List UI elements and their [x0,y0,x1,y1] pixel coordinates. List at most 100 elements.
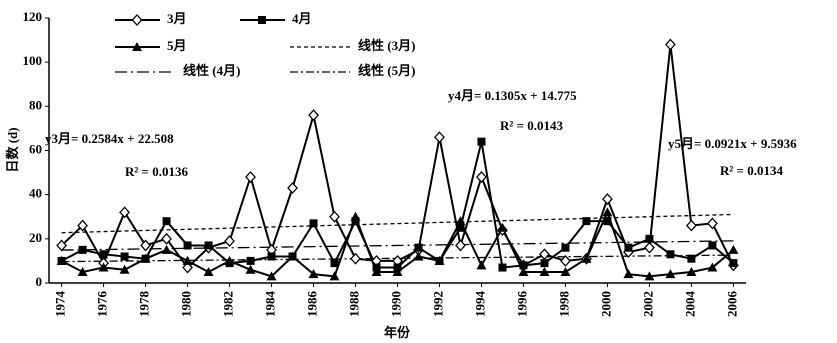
annotation: R² = 0.0136 [125,164,188,179]
marker [519,261,528,270]
marker [539,266,550,276]
legend-marker [132,42,142,51]
marker [434,131,445,144]
marker [204,241,213,250]
marker [119,264,130,274]
x-tick-label: 1998 [556,291,571,318]
marker [98,262,109,272]
marker [308,269,319,279]
x-tick-label: 1974 [53,291,68,318]
marker [644,241,655,254]
marker [603,217,612,226]
marker [581,253,592,263]
annotation: y5月= 0.0921x + 9.5936 [668,136,797,151]
x-tick-label: 1980 [179,291,194,317]
marker [666,250,675,259]
marker [414,243,423,252]
marker [371,266,382,276]
marker [162,217,171,226]
marker [56,239,67,252]
y-tick-label: 20 [29,230,42,245]
x-tick-label: 2002 [640,291,655,317]
marker [287,251,298,261]
marker [161,244,172,254]
legend-label: 线性 (4月) [183,63,240,78]
marker [434,255,445,265]
y-tick-label: 120 [23,9,43,24]
annotation: R² = 0.0143 [500,118,563,133]
marker [728,244,739,254]
marker [476,260,487,270]
x-tick-label: 1996 [514,291,529,318]
marker [350,252,361,265]
marker [99,250,108,259]
marker [729,259,738,268]
y-tick-label: 80 [29,97,42,112]
legend-label: 5月 [167,38,187,53]
marker [707,217,718,230]
marker [245,264,256,274]
x-tick-label: 1990 [388,291,403,317]
marker [224,235,235,248]
marker [329,271,340,281]
x-tick-label: 1982 [221,291,236,317]
y-tick-label: 40 [29,186,42,201]
marker [246,256,255,265]
marker [203,266,214,276]
legend-marker [258,16,266,24]
marker [561,243,570,252]
x-axis-label: 年份 [384,325,411,340]
marker [624,243,633,252]
marker [687,254,696,263]
marker [140,253,151,263]
annotation: y3月= 0.2584x + 22.508 [45,131,174,146]
marker [708,241,717,250]
marker [78,245,87,254]
marker [350,211,361,221]
marker [540,259,549,268]
x-tick-label: 1986 [305,291,320,318]
y-tick-label: 100 [23,53,43,68]
marker [455,239,466,252]
marker [560,254,571,267]
marker [602,207,613,217]
x-tick-label: 2004 [682,291,697,318]
marker [602,193,613,206]
marker [77,266,88,276]
y-axis-label: 日数 (d) [5,127,20,172]
legend-label: 4月 [292,11,312,26]
marker [224,255,235,265]
marker [245,171,256,183]
marker [266,271,277,281]
marker [665,269,676,279]
marker [309,219,318,228]
marker [560,266,571,276]
marker [455,216,466,226]
marker [120,252,129,261]
legend-label: 3月 [167,11,187,26]
marker [351,217,360,226]
x-tick-label: 1988 [346,291,361,318]
marker [623,269,634,279]
marker [686,266,697,276]
marker [413,251,424,261]
marker [582,217,591,226]
annotation: R² = 0.0134 [720,163,783,178]
marker [182,261,193,274]
marker [140,239,151,252]
legend-marker [131,14,143,26]
x-tick-label: 2000 [598,291,613,317]
marker [498,263,507,272]
x-tick-label: 1976 [95,291,110,318]
x-tick-label: 1992 [430,291,445,317]
marker [77,219,88,232]
marker [330,259,339,268]
marker [539,248,550,261]
marker [329,210,340,223]
annotation: y4月= 0.1305x + 14.775 [448,88,577,103]
marker [686,219,697,232]
marker [182,255,193,265]
marker [308,109,319,122]
marker [518,266,529,276]
